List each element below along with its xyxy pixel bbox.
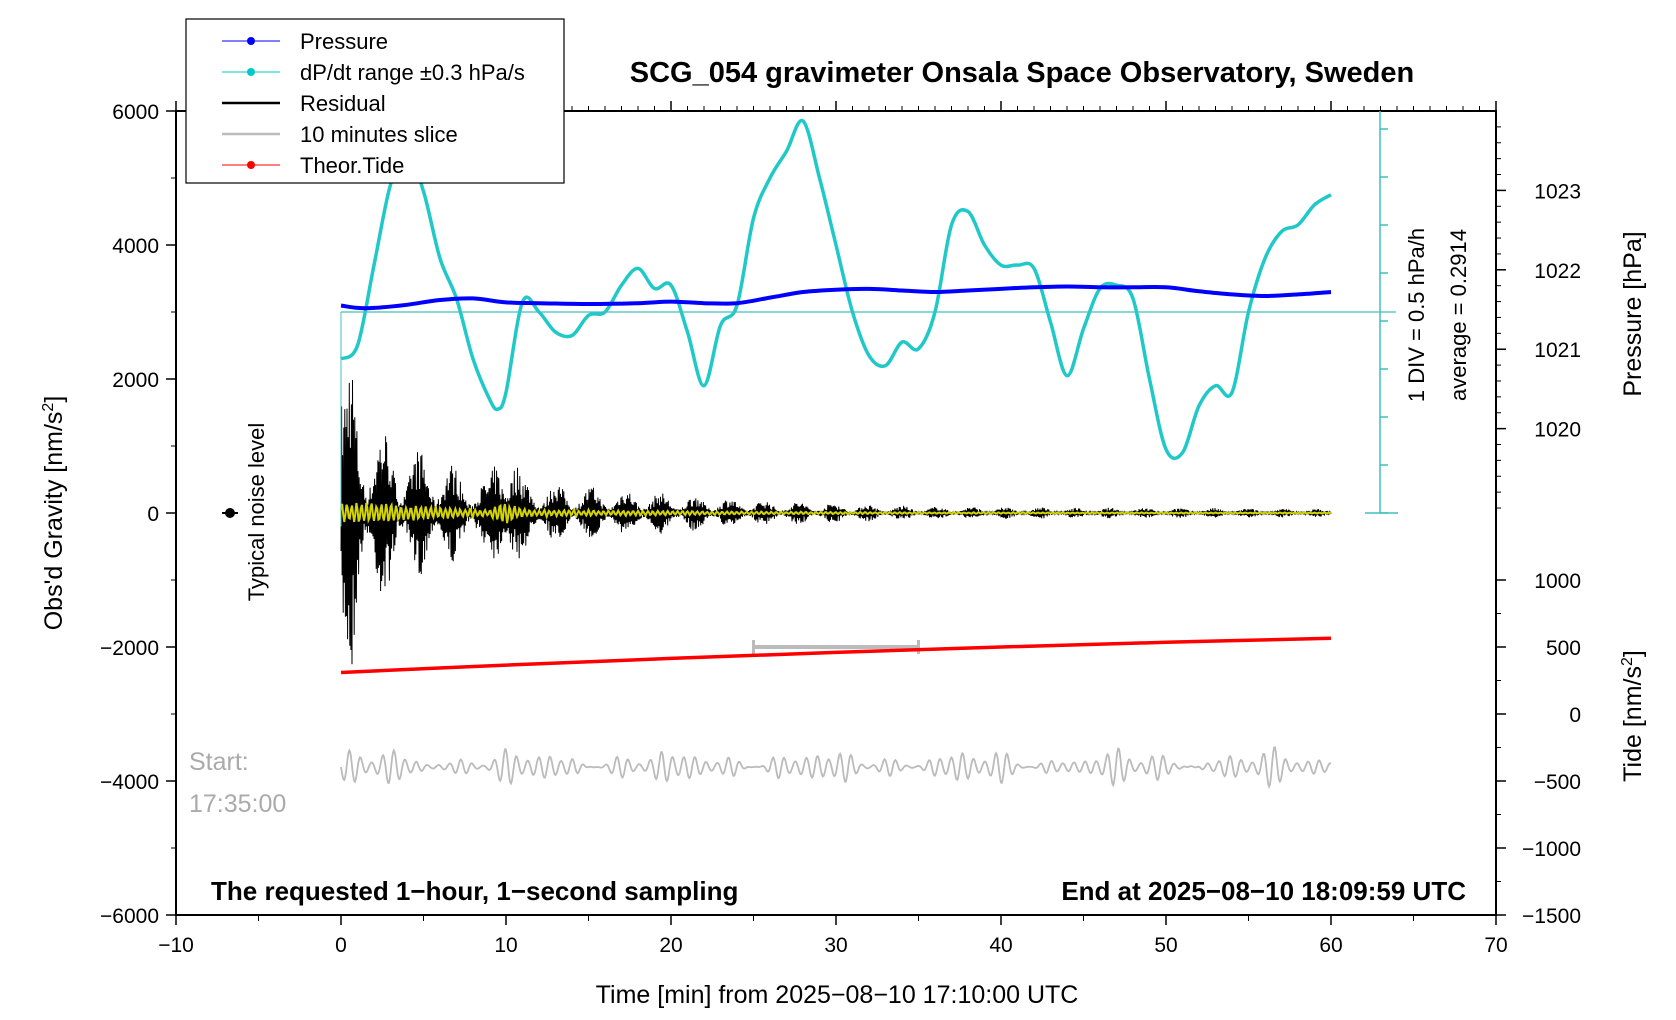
y-axis-label-left-main: Obs'd Gravity [nm/s xyxy=(40,412,68,631)
x-tick-label: 0 xyxy=(335,934,347,957)
dpdt-scale-label: 1 DIV = 0.5 hPa/h xyxy=(1404,228,1429,402)
footer-left-label: The requested 1−hour, 1−second sampling xyxy=(211,876,738,906)
pressure-tick-label: 1021 xyxy=(1534,339,1581,362)
y-tick-label: −6000 xyxy=(100,905,159,928)
legend-marker-0 xyxy=(247,37,255,45)
pressure-tick-label: 1020 xyxy=(1534,419,1581,442)
x-tick-label: 70 xyxy=(1484,934,1507,957)
legend-label-4: Theor.Tide xyxy=(300,153,404,178)
noise-level-label: Typical noise level xyxy=(244,423,269,602)
y-axis-label-tide-exponent: 2 xyxy=(1619,657,1636,666)
legend-label-3: 10 minutes slice xyxy=(300,122,458,147)
tide-tick-label: 0 xyxy=(1569,704,1581,727)
start-label: Start: xyxy=(189,748,249,776)
tide-tick-label: 500 xyxy=(1546,637,1581,660)
legend: Pressure dP/dt range ±0.3 hPa/s Residual 10… xyxy=(185,18,565,184)
y-axis-label-tide-main: Tide [nm/s xyxy=(1619,666,1647,782)
tide-tick-label: −1000 xyxy=(1522,838,1581,861)
y-tick-label: 6000 xyxy=(112,101,159,124)
pressure-tick-label: 1023 xyxy=(1534,180,1581,203)
dpdt-line xyxy=(339,118,1332,461)
y-axis-label-pressure: Pressure [hPa] xyxy=(1619,231,1647,396)
residual-trace xyxy=(340,379,1332,665)
y-axis-label-left-suffix: ] xyxy=(40,396,68,403)
average-label: average = 0.2914 xyxy=(1446,229,1471,401)
slice-trace xyxy=(340,746,1332,790)
tide-tick-label: −1500 xyxy=(1522,905,1581,928)
footer-right-label: End at 2025−08−10 18:09:59 UTC xyxy=(1061,876,1466,906)
y-axis-label-left: Obs'd Gravity [nm/s2] xyxy=(40,396,68,631)
y-tick-label: 4000 xyxy=(112,235,159,258)
legend-box xyxy=(185,18,565,184)
tide-tick-label: −500 xyxy=(1534,771,1581,794)
y-axis-label-tide-suffix: ] xyxy=(1619,650,1647,657)
y-tick-label: 0 xyxy=(147,503,159,526)
x-tick-label: 30 xyxy=(824,934,847,957)
pressure-line xyxy=(340,284,1332,311)
y-tick-label: 2000 xyxy=(112,369,159,392)
legend-marker-1 xyxy=(247,68,255,76)
y-axis-label-tide: Tide [nm/s2] xyxy=(1619,650,1647,782)
x-tick-label: 20 xyxy=(659,934,682,957)
legend-marker-4 xyxy=(247,161,255,169)
legend-label-0: Pressure xyxy=(300,29,388,54)
x-tick-label: 60 xyxy=(1319,934,1342,957)
legend-label-2: Residual xyxy=(300,91,386,116)
x-axis-label: Time [min] from 2025−08−10 17:10:00 UTC xyxy=(596,981,1079,1009)
filtered-trace xyxy=(340,501,1332,524)
chart-title: SCG_054 gravimeter Onsala Space Observat… xyxy=(630,57,1414,89)
pressure-tick-label: 1022 xyxy=(1534,260,1581,283)
x-tick-label: 10 xyxy=(494,934,517,957)
y-tick-label: −2000 xyxy=(100,637,159,660)
tide-line xyxy=(340,636,1332,675)
start-time-label: 17:35:00 xyxy=(189,790,286,818)
legend-label-1: dP/dt range ±0.3 hPa/s xyxy=(300,60,525,85)
x-tick-label: 40 xyxy=(989,934,1012,957)
x-tick-label: 50 xyxy=(1154,934,1177,957)
y-tick-label: −4000 xyxy=(100,771,159,794)
tide-tick-label: 1000 xyxy=(1534,570,1581,593)
y-axis-label-left-exponent: 2 xyxy=(40,403,57,412)
x-tick-label: −10 xyxy=(158,934,194,957)
